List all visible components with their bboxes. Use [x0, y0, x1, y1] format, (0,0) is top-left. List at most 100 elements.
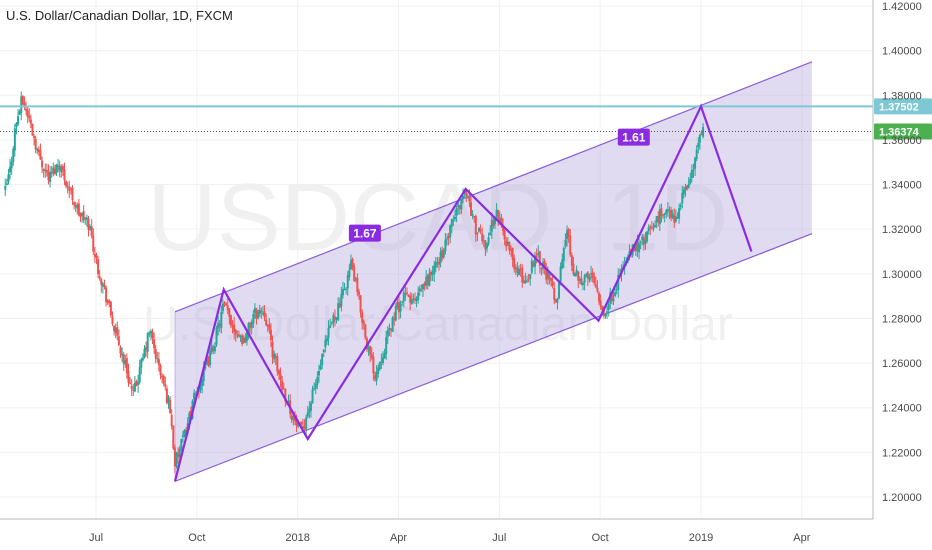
candle-body [585, 274, 588, 277]
candle-body [273, 353, 276, 360]
candle-body [700, 132, 703, 135]
candle-body [389, 328, 392, 330]
candle-body [423, 282, 426, 287]
candle-body [329, 325, 332, 329]
candle-body [540, 267, 543, 270]
candle-body [457, 204, 460, 208]
channel-lower-line[interactable] [174, 233, 813, 482]
candle-body [65, 181, 68, 187]
candle-body [164, 384, 167, 387]
candle-body [73, 202, 76, 205]
candle-body [213, 346, 216, 352]
candle-body [657, 216, 660, 222]
candle-body [655, 216, 658, 223]
candle-body [105, 287, 108, 302]
candle-body [401, 301, 404, 303]
candle-body [340, 294, 343, 307]
candle-body [165, 388, 168, 404]
x-axis[interactable]: Jul Oct 2018 Apr Jul Oct 2019 Apr [0, 518, 873, 544]
candle-body [375, 372, 378, 381]
candle-body [534, 255, 537, 267]
candle-body [106, 299, 109, 303]
candle-body [333, 316, 336, 319]
candle-body [31, 123, 34, 136]
candle-body [271, 341, 274, 358]
candle-body [188, 412, 191, 423]
candle-body [356, 277, 359, 293]
ratio-labels: 1.67 1.61 [348, 128, 650, 242]
candle-body [570, 255, 573, 266]
candle-body [580, 278, 583, 285]
zigzag-line[interactable] [173, 103, 753, 482]
y-axis[interactable]: 1.42000 1.40000 1.38000 1.36000 1.34000 1.320… [872, 0, 922, 519]
candle-body [380, 361, 383, 363]
candle-body [122, 354, 125, 364]
candle-body [145, 347, 148, 350]
candle-body [526, 281, 529, 283]
parallel-channel[interactable] [174, 61, 813, 482]
candle-body [636, 241, 639, 251]
candle-body [455, 208, 458, 216]
candle-body [689, 178, 692, 184]
candle-body [476, 233, 479, 235]
candle-body [265, 319, 268, 326]
candle-body [146, 333, 149, 352]
candle-body [433, 265, 436, 275]
candle-body [317, 370, 320, 376]
candle-body [81, 212, 84, 216]
candle-body [209, 351, 212, 365]
y-tick-label: 1.42000 [882, 1, 922, 13]
candle-body [233, 324, 236, 333]
candle-body [639, 241, 642, 243]
candle-body [572, 263, 575, 275]
watermark: USDCAD, 1D U.S. Dollar/Canadian Dollar [143, 164, 733, 351]
candle-body [516, 267, 519, 273]
candle-body [335, 317, 338, 321]
candle-body [42, 168, 45, 172]
candle-body [177, 453, 180, 457]
candle-body [29, 119, 32, 124]
candle-body [386, 330, 389, 338]
candle-body [169, 399, 172, 414]
horizontal-lines[interactable]: 1.37502 1.36374 [0, 98, 932, 140]
candle-body [132, 389, 135, 391]
channel-upper-line[interactable] [174, 61, 813, 313]
candle-body [127, 371, 130, 383]
candle-body [162, 375, 165, 385]
candle-body [269, 329, 272, 341]
candle-body [23, 103, 26, 108]
candle-body [591, 272, 594, 278]
candle-body [57, 165, 60, 167]
candle-body [249, 322, 252, 328]
candle-body [394, 306, 397, 321]
candle-body [218, 323, 221, 326]
y-tick-label: 1.32000 [882, 224, 922, 236]
candle-body [676, 217, 679, 219]
candle-body [650, 226, 653, 228]
candle-body [180, 439, 183, 450]
ratio-badge [617, 128, 650, 146]
price-tag-label: 1.36374 [879, 127, 920, 139]
candle-body [538, 251, 541, 266]
candle-body [447, 236, 450, 239]
candle-body [37, 149, 40, 153]
candle-body [41, 160, 44, 168]
candle-body [596, 287, 599, 292]
zigzag-pattern[interactable] [173, 103, 753, 482]
x-tick-label: Apr [793, 532, 810, 544]
candle-body [606, 311, 609, 313]
candle-body [551, 281, 554, 286]
candle-body [681, 192, 684, 204]
candle-body [15, 122, 18, 128]
candle-body [18, 111, 21, 115]
candle-body [473, 216, 476, 218]
candle-body [518, 269, 521, 275]
ratio-label: 1.67 [353, 227, 377, 241]
y-tick-label: 1.30000 [882, 269, 922, 281]
candle-body [593, 276, 596, 284]
candle-body [369, 345, 372, 355]
candle-body [654, 224, 657, 227]
candle-body [497, 210, 500, 222]
candle-body [217, 322, 220, 329]
